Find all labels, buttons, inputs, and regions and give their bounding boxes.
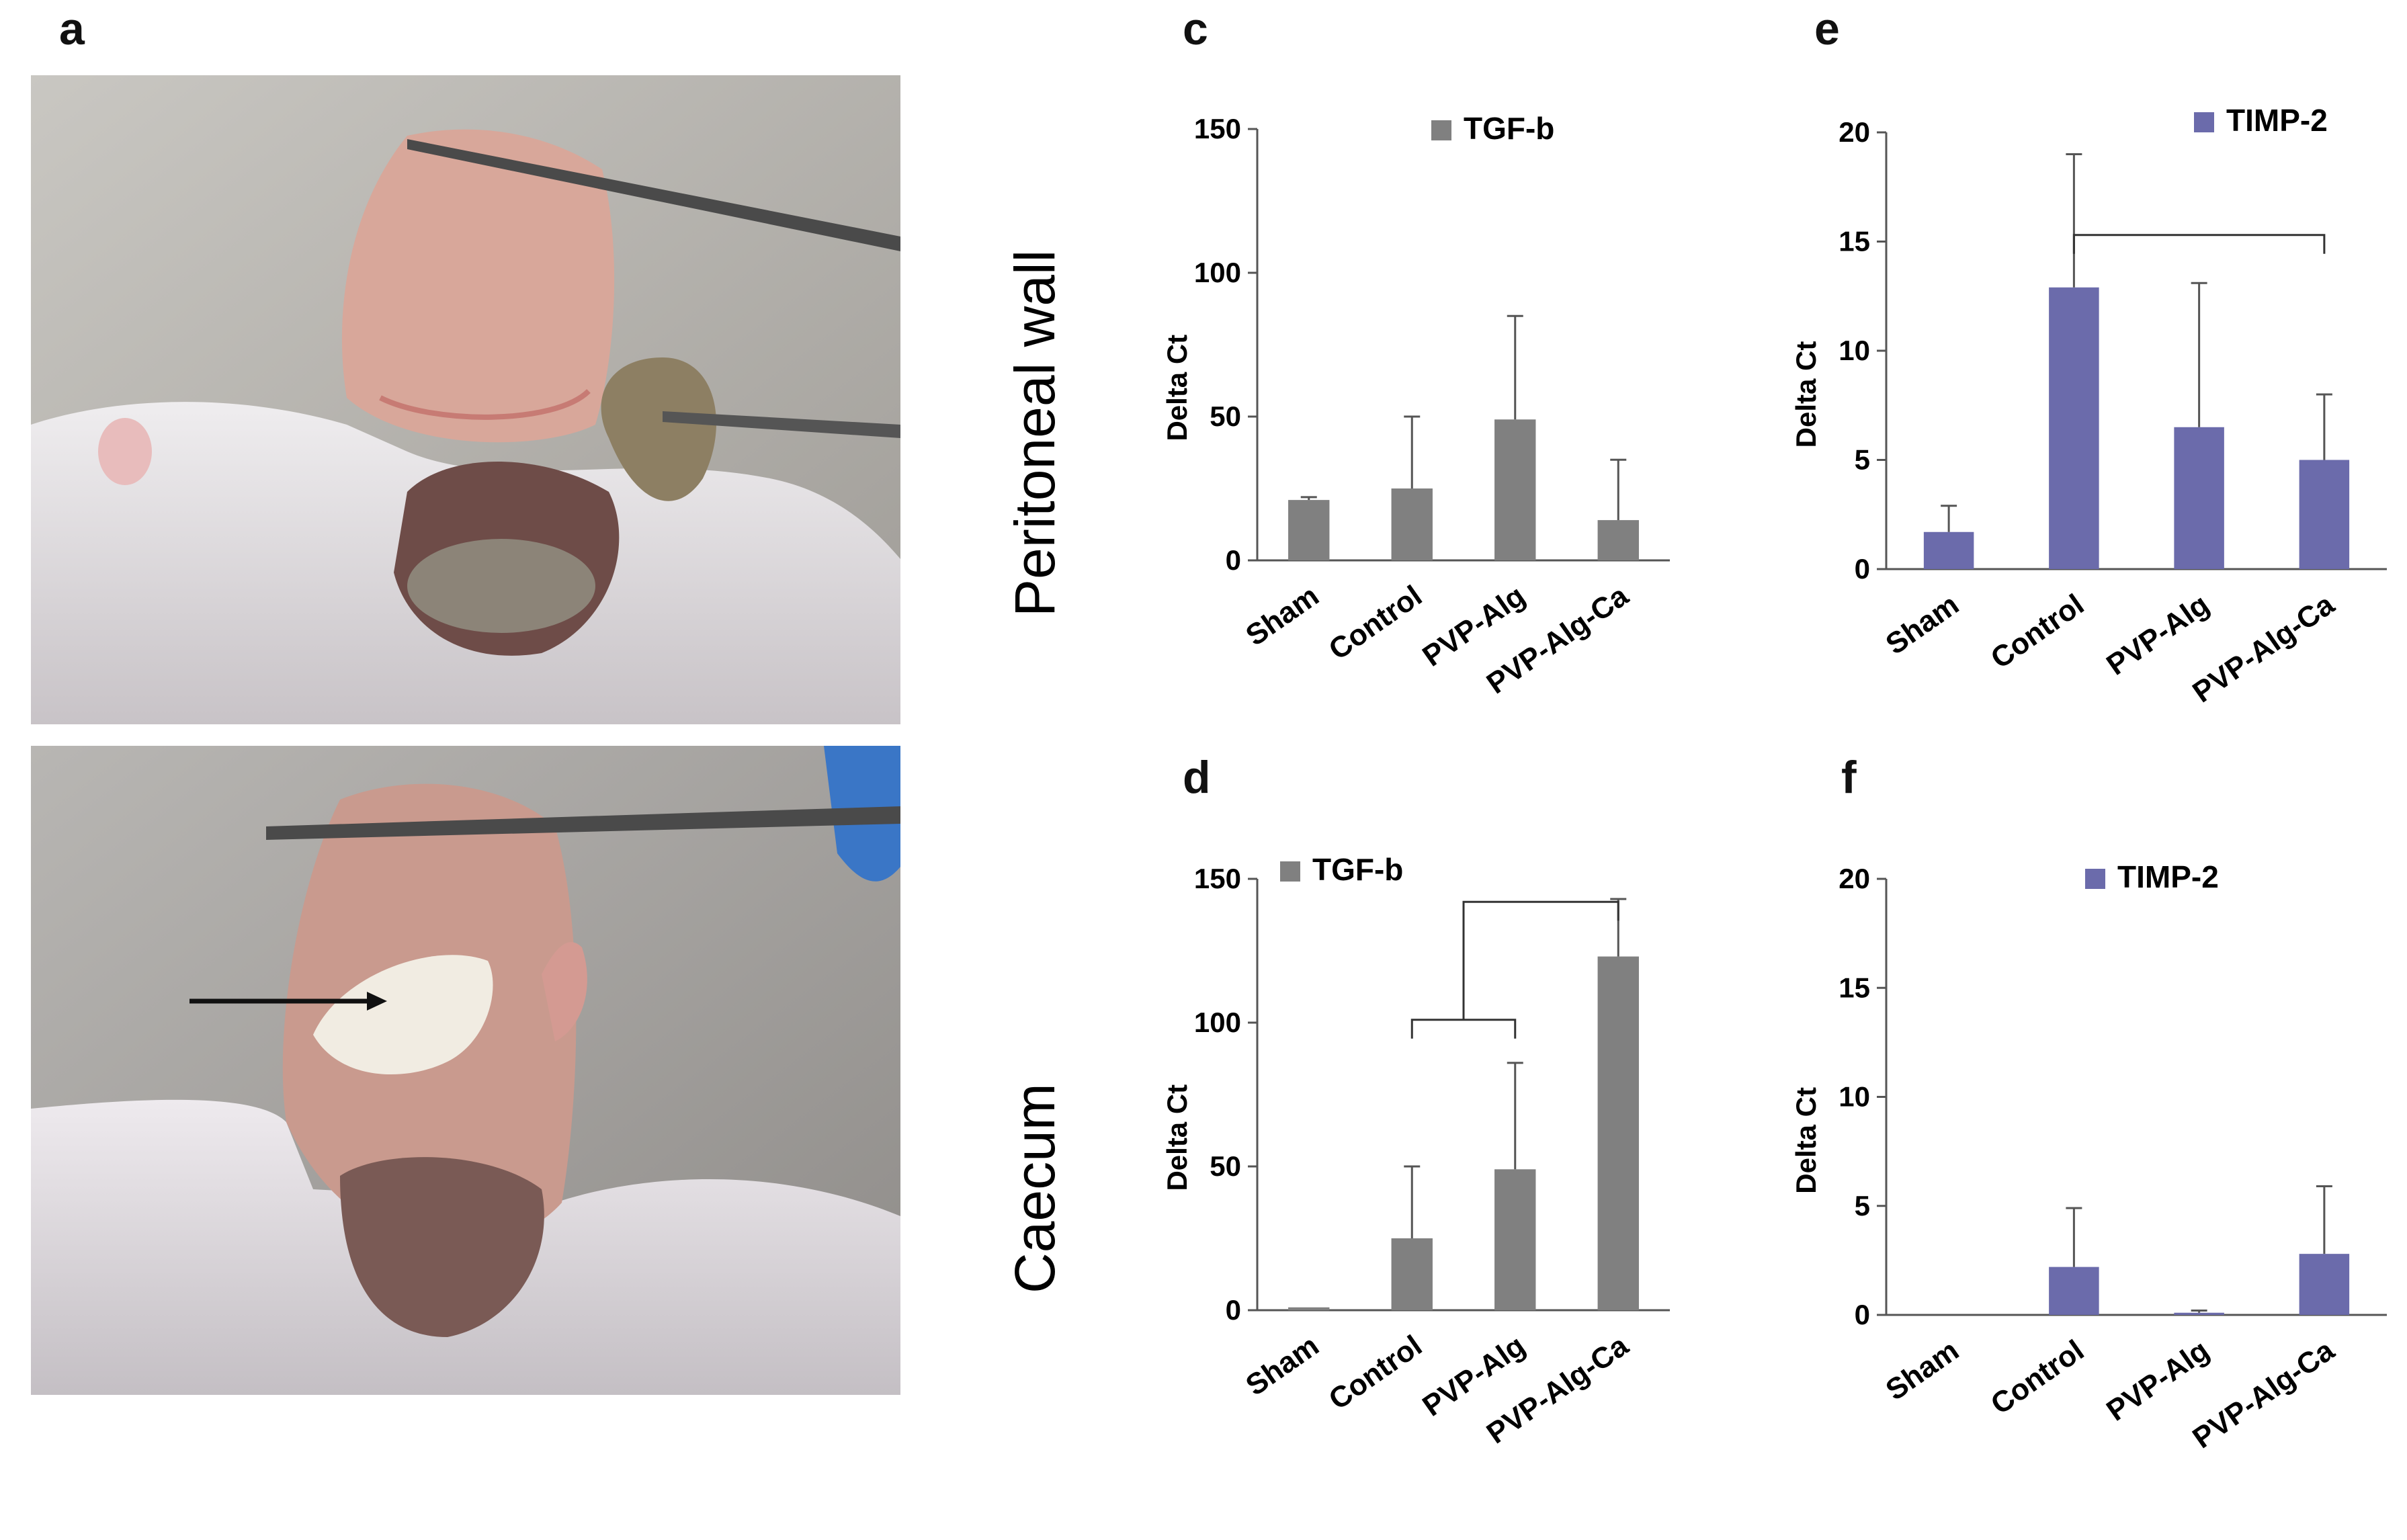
bar xyxy=(2299,1254,2350,1315)
x-tick-label: Sham xyxy=(1880,1334,1965,1407)
arrow-head xyxy=(367,992,387,1011)
bar xyxy=(2049,1267,2099,1315)
panel-label-f: f xyxy=(1841,752,1857,803)
y-tick-label: 10 xyxy=(1839,335,1870,366)
bar xyxy=(1494,1169,1536,1310)
y-tick-label: 0 xyxy=(1855,1299,1870,1330)
significance-bracket xyxy=(2072,234,2326,254)
bar xyxy=(1923,531,1974,569)
bar xyxy=(2049,287,2099,569)
y-tick-label: 15 xyxy=(1839,972,1870,1003)
legend-swatch xyxy=(2085,869,2105,889)
legend-swatch xyxy=(1280,861,1300,882)
legend-label: TGF-b xyxy=(1464,111,1554,146)
panel-label-c: c xyxy=(1183,3,1208,54)
y-tick-label: 5 xyxy=(1855,1190,1870,1222)
y-tick-label: 50 xyxy=(1210,1150,1241,1182)
photo-a-illustration xyxy=(31,75,900,724)
y-axis-label: Delta Ct xyxy=(1790,341,1822,448)
x-tick-label: PVP-Alg-Ca xyxy=(2187,1334,2340,1455)
y-tick-label: 0 xyxy=(1226,544,1241,576)
y-tick-label: 20 xyxy=(1839,863,1870,894)
photo-b xyxy=(31,746,900,1395)
y-axis-label: Delta Ct xyxy=(1161,1084,1193,1191)
y-tick-label: 100 xyxy=(1194,1007,1241,1038)
bar xyxy=(2174,427,2224,569)
bar xyxy=(1391,488,1433,560)
y-tick-label: 150 xyxy=(1194,863,1241,894)
bar xyxy=(1288,500,1330,560)
legend-swatch xyxy=(2194,112,2214,132)
bar xyxy=(1597,520,1639,560)
y-tick-label: 0 xyxy=(1855,553,1870,585)
panel-label-a: a xyxy=(59,3,85,54)
bar xyxy=(1391,1238,1433,1310)
bar xyxy=(2299,460,2350,569)
bar xyxy=(2174,1312,2224,1315)
y-tick-label: 150 xyxy=(1194,113,1241,144)
y-tick-label: 100 xyxy=(1194,257,1241,288)
photo-a xyxy=(31,75,900,724)
x-tick-label: PVP-Alg xyxy=(2101,1334,2215,1428)
y-axis-label: Delta Ct xyxy=(1790,1087,1822,1194)
y-tick-label: 20 xyxy=(1839,116,1870,148)
y-tick-label: 15 xyxy=(1839,226,1870,257)
bar xyxy=(1288,1307,1330,1310)
bar xyxy=(1494,419,1536,560)
y-tick-label: 5 xyxy=(1855,444,1870,476)
bar xyxy=(1597,956,1639,1310)
y-tick-label: 10 xyxy=(1839,1081,1870,1113)
y-axis-label: Delta Ct xyxy=(1161,335,1193,441)
photo-b-illustration xyxy=(31,746,900,1395)
legend-label: TGF-b xyxy=(1312,852,1403,887)
y-tick-label: 50 xyxy=(1210,400,1241,432)
y-tick-label: 0 xyxy=(1226,1294,1241,1326)
legend-swatch xyxy=(1431,120,1451,140)
legend-label: TIMP-2 xyxy=(2226,103,2328,138)
legend-label: TIMP-2 xyxy=(2117,859,2219,894)
panel-label-d: d xyxy=(1183,752,1211,803)
panel-label-e: e xyxy=(1814,3,1840,54)
x-tick-label: Control xyxy=(1985,1334,2090,1421)
